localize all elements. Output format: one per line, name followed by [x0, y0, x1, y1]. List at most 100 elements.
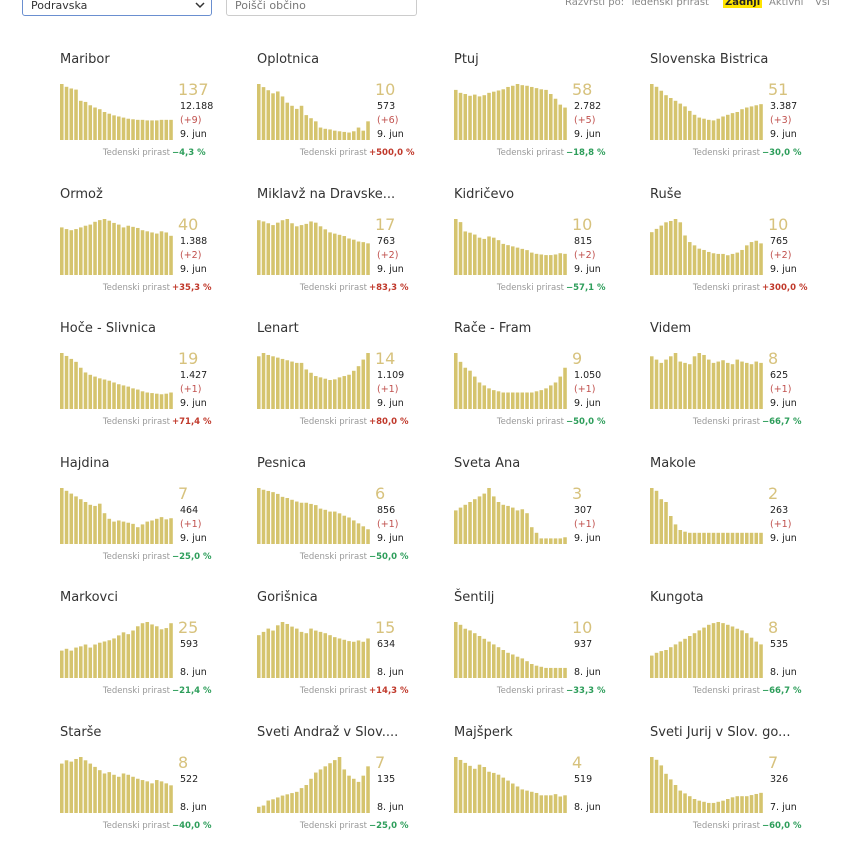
bar	[544, 254, 548, 275]
bar	[140, 780, 145, 813]
bar	[711, 802, 716, 813]
card-name: Sveti Andraž v Slov....	[257, 725, 399, 740]
bar	[549, 538, 553, 544]
bar	[654, 228, 659, 275]
card[interactable]: Slovenska Bistrica 51 3.387 (+3) 9. jun Teden…	[650, 52, 840, 172]
bar	[290, 222, 294, 275]
bar	[549, 668, 553, 679]
bar	[318, 377, 323, 410]
bar	[754, 793, 759, 813]
region-select[interactable]: Podravska	[22, 0, 212, 16]
daily-change: (+1)	[180, 518, 202, 530]
bar	[678, 221, 683, 275]
active-count: 8	[768, 349, 779, 369]
bar	[669, 779, 673, 813]
bar	[83, 101, 88, 140]
bar	[650, 655, 654, 679]
bar	[266, 355, 271, 410]
sort-option[interactable]: Vsi	[815, 0, 830, 8]
card[interactable]: Kungota 8 535 8. jun Tedenski prirast −66,7 %	[650, 590, 840, 710]
bar	[697, 630, 702, 679]
bar	[342, 515, 347, 544]
growth-value: −57,1 %	[566, 282, 606, 293]
bar	[683, 531, 687, 544]
bar	[544, 668, 548, 679]
bar	[266, 490, 271, 544]
total-count: 326	[770, 774, 789, 785]
sort-option[interactable]: Aktivni	[769, 0, 804, 8]
bar	[558, 376, 563, 410]
card-name: Hoče - Slivnica	[60, 321, 156, 337]
bar	[121, 226, 126, 275]
bar	[534, 532, 539, 544]
bar	[730, 113, 735, 140]
bar	[530, 664, 534, 679]
card[interactable]: Hoče - Slivnica 19 1.427 (+1) 9. jun Tedenski…	[60, 321, 250, 441]
sort-option[interactable]: Tedenski prirast	[630, 0, 709, 8]
card[interactable]: Majšperk 4 519 8. jun	[454, 725, 644, 845]
card[interactable]: Markovci 25 593 8. jun Tedenski prirast −21,4…	[60, 590, 250, 710]
card[interactable]: Hajdina 7 464 (+1) 9. jun Tedenski prirast −25…	[60, 456, 250, 576]
bar	[673, 100, 678, 140]
bar	[730, 253, 735, 275]
growth-label: Tedenski prirast	[496, 148, 564, 158]
active-count: 40	[178, 214, 199, 234]
bar	[352, 131, 356, 140]
bar	[257, 356, 261, 410]
card[interactable]: Pesnica 6 856 (+1) 9. jun Tedenski prirast −50…	[257, 456, 447, 576]
bar	[749, 795, 754, 813]
search-input[interactable]: Poišči občino	[226, 0, 417, 16]
card[interactable]: Starše 8 522 8. jun Tedenski prirast −40,0 %	[60, 725, 250, 845]
bar	[664, 501, 668, 544]
bar	[304, 502, 309, 544]
bar	[539, 254, 544, 275]
bar	[155, 626, 159, 679]
bar	[356, 781, 361, 813]
bar	[102, 512, 107, 544]
card[interactable]: Ruše 10 765 (+2) 9. jun Tedenski prirast +300,…	[650, 187, 840, 307]
bar	[169, 623, 173, 679]
bar	[290, 793, 294, 813]
bar	[511, 392, 515, 410]
bar	[553, 98, 558, 140]
card-name: Šentilj	[454, 590, 495, 606]
card[interactable]: Miklavž na Dravske... 17 763 (+2) 9. jun Tede…	[257, 187, 447, 307]
bar	[673, 524, 678, 544]
bar	[164, 519, 169, 544]
bar	[126, 225, 131, 275]
bar	[650, 231, 654, 275]
card[interactable]: Makole 2 263 (+1) 9. jun	[650, 456, 840, 576]
bar	[530, 791, 534, 813]
bar	[730, 532, 735, 544]
card[interactable]: Šentilj 10 937 8. jun Tedenski prirast −33,3 …	[454, 590, 644, 710]
bar	[299, 502, 304, 544]
card[interactable]: Maribor 137 12.188 (+9) 9. jun Tedenski prira…	[60, 52, 250, 172]
card[interactable]: Videm 8 625 (+1) 9. jun Tedenski prirast −66,7…	[650, 321, 840, 441]
active-count: 7	[178, 483, 189, 503]
bar	[83, 501, 88, 544]
card[interactable]: Rače - Fram 9 1.050 (+1) 9. jun Tedenski prir…	[454, 321, 644, 441]
card[interactable]: Sveta Ana 3 307 (+1) 9. jun	[454, 456, 644, 576]
card[interactable]: Sveti Jurij v Slov. go... 7 326 7. jun Teden…	[650, 725, 840, 845]
bar	[79, 757, 83, 813]
sort-option[interactable]: Zadnji	[723, 0, 763, 8]
card[interactable]: Oplotnica 10 573 (+6) 9. jun Tedenski prirast…	[257, 52, 447, 172]
bar	[563, 367, 567, 410]
total-count: 573	[377, 101, 396, 112]
date: 8. jun	[770, 667, 797, 679]
growth-label: Tedenski prirast	[692, 148, 760, 158]
card[interactable]: Lenart 14 1.109 (+1) 9. jun Tedenski prirast +…	[257, 321, 447, 441]
date: 9. jun	[180, 532, 207, 544]
bar	[525, 790, 529, 813]
card[interactable]: Gorišnica 15 634 8. jun Tedenski prirast +14,…	[257, 590, 447, 710]
card[interactable]: Sveti Andraž v Slov.... 7 135 8. jun Tedensk…	[257, 725, 447, 845]
card[interactable]: Ormož 40 1.388 (+2) 9. jun Tedenski prirast +3…	[60, 187, 250, 307]
bar	[318, 632, 323, 679]
bar	[654, 359, 659, 410]
bar	[669, 647, 673, 679]
card[interactable]: Ptuj 58 2.782 (+5) 9. jun Tedenski prirast −18…	[454, 52, 644, 172]
card[interactable]: Kidričevo 10 815 (+2) 9. jun Tedenski prirast…	[454, 187, 644, 307]
growth-value: +71,4 %	[172, 417, 212, 428]
bar	[88, 763, 93, 813]
bar	[525, 249, 529, 275]
